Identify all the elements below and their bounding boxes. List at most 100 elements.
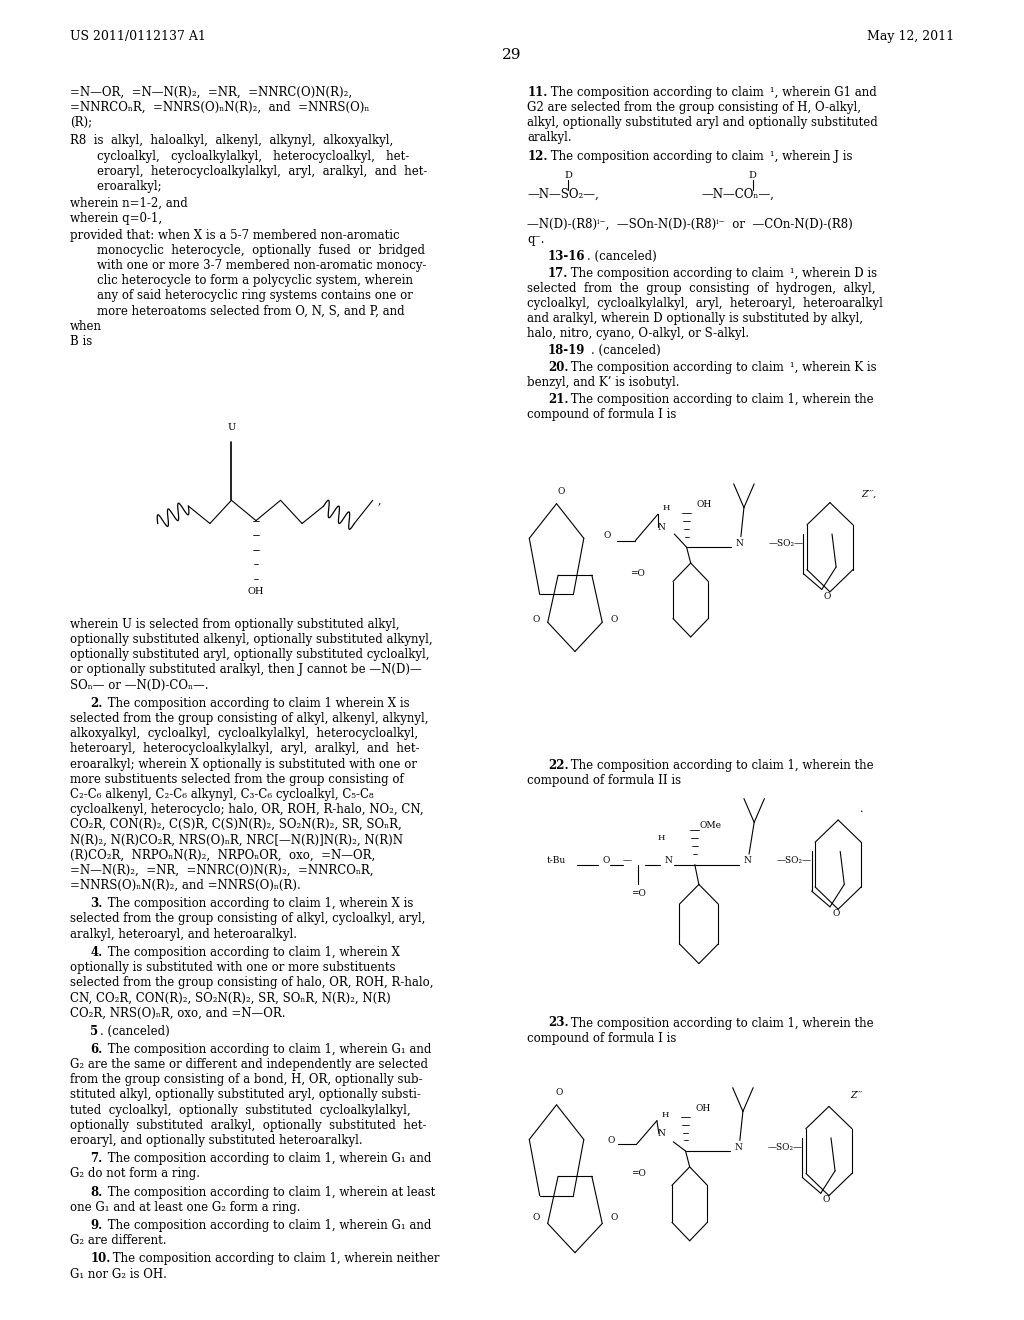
Text: eroaralkyl;: eroaralkyl; <box>82 180 162 193</box>
Text: OMe: OMe <box>700 821 722 829</box>
Text: O: O <box>610 615 617 624</box>
Text: 13-16: 13-16 <box>548 249 586 263</box>
Text: alkyl, optionally substituted aryl and optionally substituted: alkyl, optionally substituted aryl and o… <box>527 116 879 129</box>
Text: O: O <box>532 615 540 624</box>
Text: q⁻.: q⁻. <box>527 234 545 246</box>
Text: =O: =O <box>631 890 646 898</box>
Text: 2.: 2. <box>90 697 102 710</box>
Text: selected  from  the  group  consisting  of  hydrogen,  alkyl,: selected from the group consisting of hy… <box>527 281 876 294</box>
Text: wherein U is selected from optionally substituted alkyl,: wherein U is selected from optionally su… <box>70 618 399 631</box>
Text: U: U <box>227 422 236 432</box>
Text: N: N <box>665 857 672 865</box>
Text: 6.: 6. <box>90 1043 102 1056</box>
Text: The composition according to claim 1, wherein G₁ and: The composition according to claim 1, wh… <box>104 1218 431 1232</box>
Text: selected from the group consisting of alkyl, cycloalkyl, aryl,: selected from the group consisting of al… <box>70 912 425 925</box>
Text: H: H <box>662 1111 669 1119</box>
Text: O: O <box>604 531 611 540</box>
Text: O: O <box>608 1137 615 1144</box>
Text: =N—OR,  =N—N(R)₂,  =NR,  =NNRC(O)N(R)₂,: =N—OR, =N—N(R)₂, =NR, =NNRC(O)N(R)₂, <box>70 86 352 99</box>
Text: . (canceled): . (canceled) <box>587 249 656 263</box>
Text: cycloalkenyl, heterocyclo; halo, OR, ROH, R-halo, NO₂, CN,: cycloalkenyl, heterocyclo; halo, OR, ROH… <box>70 803 423 816</box>
Text: cycloalkyl,  cycloalkylalkyl,  aryl,  heteroaryl,  heteroaralkyl: cycloalkyl, cycloalkylalkyl, aryl, heter… <box>527 297 884 310</box>
Text: O: O <box>610 1213 617 1221</box>
Text: 7.: 7. <box>90 1152 102 1166</box>
Text: or optionally substituted aralkyl, then J cannot be —N(D)—: or optionally substituted aralkyl, then … <box>70 664 422 676</box>
Text: 18-19: 18-19 <box>548 345 585 356</box>
Text: SOₙ— or —N(D)-COₙ—.: SOₙ— or —N(D)-COₙ—. <box>70 678 208 692</box>
Text: The composition according to claim  ¹, wherein D is: The composition according to claim ¹, wh… <box>567 267 878 280</box>
Text: compound of formula I is: compound of formula I is <box>527 1032 677 1044</box>
Text: The composition according to claim  ¹, wherein K is: The composition according to claim ¹, wh… <box>567 360 877 374</box>
Text: OH: OH <box>248 586 264 595</box>
Text: G₂ do not form a ring.: G₂ do not form a ring. <box>70 1167 200 1180</box>
Text: . (canceled): . (canceled) <box>591 345 660 356</box>
Text: t-Bu: t-Bu <box>547 857 565 865</box>
Text: O: O <box>556 1089 563 1097</box>
Text: 5: 5 <box>90 1024 98 1038</box>
Text: (R)CO₂R,  NRPOₙN(R)₂,  NRPOₙOR,  oxo,  =N—OR,: (R)CO₂R, NRPOₙN(R)₂, NRPOₙOR, oxo, =N—OR… <box>70 849 375 862</box>
Text: monocyclic  heterocycle,  optionally  fused  or  bridged: monocyclic heterocycle, optionally fused… <box>82 244 425 257</box>
Text: =NNRS(O)ₙN(R)₂, and =NNRS(O)ₙ(R).: =NNRS(O)ₙN(R)₂, and =NNRS(O)ₙ(R). <box>70 879 300 892</box>
Text: =NNRCOₙR,  =NNRS(O)ₙN(R)₂,  and  =NNRS(O)ₙ: =NNRCOₙR, =NNRS(O)ₙN(R)₂, and =NNRS(O)ₙ <box>70 102 369 114</box>
Text: N: N <box>657 1130 665 1138</box>
Text: eroaralkyl; wherein X optionally is substituted with one or: eroaralkyl; wherein X optionally is subs… <box>70 758 417 771</box>
Text: OH: OH <box>696 1105 711 1113</box>
Text: The composition according to claim 1, wherein G₁ and: The composition according to claim 1, wh… <box>104 1043 431 1056</box>
Text: —N—COₙ—,: —N—COₙ—, <box>701 187 774 201</box>
Text: The composition according to claim  ¹, wherein G1 and: The composition according to claim ¹, wh… <box>547 86 877 99</box>
Text: H: H <box>663 504 670 512</box>
Text: O: O <box>532 1213 540 1221</box>
Text: G₁ nor G₂ is OH.: G₁ nor G₂ is OH. <box>70 1267 167 1280</box>
Text: N: N <box>735 1143 742 1151</box>
Text: . (canceled): . (canceled) <box>100 1024 170 1038</box>
Text: O: O <box>558 487 565 496</box>
Text: CO₂R, NRS(O)ₙR, oxo, and =N—OR.: CO₂R, NRS(O)ₙR, oxo, and =N—OR. <box>70 1006 285 1019</box>
Text: wherein n=1-2, and: wherein n=1-2, and <box>70 197 187 210</box>
Text: —: — <box>623 857 632 865</box>
Text: N: N <box>744 857 752 865</box>
Text: aralkyl, heteroaryl, and heteroaralkyl.: aralkyl, heteroaryl, and heteroaralkyl. <box>70 928 297 941</box>
Text: C₂-C₆ alkenyl, C₂-C₆ alkynyl, C₃-C₆ cycloalkyl, C₅-C₈: C₂-C₆ alkenyl, C₂-C₆ alkynyl, C₃-C₆ cycl… <box>70 788 374 801</box>
Text: optionally is substituted with one or more substituents: optionally is substituted with one or mo… <box>70 961 395 974</box>
Text: benzyl, and K’ is isobutyl.: benzyl, and K’ is isobutyl. <box>527 376 680 389</box>
Text: .: . <box>860 804 863 814</box>
Text: The composition according to claim 1, wherein the: The composition according to claim 1, wh… <box>567 759 873 772</box>
Text: May 12, 2011: May 12, 2011 <box>867 30 954 44</box>
Text: The composition according to claim 1, wherein the: The composition according to claim 1, wh… <box>567 392 873 405</box>
Text: The composition according to claim 1, wherein the: The composition according to claim 1, wh… <box>567 1016 873 1030</box>
Text: =O: =O <box>631 1170 646 1177</box>
Text: selected from the group consisting of alkyl, alkenyl, alkynyl,: selected from the group consisting of al… <box>70 711 428 725</box>
Text: 3.: 3. <box>90 898 102 911</box>
Text: G₂ are different.: G₂ are different. <box>70 1234 166 1247</box>
Text: =N—N(R)₂,  =NR,  =NNRC(O)N(R)₂,  =NNRCOₙR,: =N—N(R)₂, =NR, =NNRC(O)N(R)₂, =NNRCOₙR, <box>70 863 373 876</box>
Text: The composition according to claim 1 wherein X is: The composition according to claim 1 whe… <box>104 697 410 710</box>
Text: O: O <box>833 909 840 917</box>
Text: CO₂R, CON(R)₂, C(S)R, C(S)N(R)₂, SO₂N(R)₂, SR, SOₙR,: CO₂R, CON(R)₂, C(S)R, C(S)N(R)₂, SO₂N(R)… <box>70 818 401 832</box>
Text: compound of formula II is: compound of formula II is <box>527 775 682 787</box>
Text: B is: B is <box>70 335 92 348</box>
Text: more heteroatoms selected from O, N, S, and P, and: more heteroatoms selected from O, N, S, … <box>82 305 404 318</box>
Text: N: N <box>736 539 743 548</box>
Text: H: H <box>657 834 665 842</box>
Text: heteroaryl,  heterocycloalkylalkyl,  aryl,  aralkyl,  and  het-: heteroaryl, heterocycloalkylalkyl, aryl,… <box>70 742 419 755</box>
Text: 12.: 12. <box>527 149 548 162</box>
Text: cycloalkyl,   cycloalkylalkyl,   heterocycloalkyl,   het-: cycloalkyl, cycloalkylalkyl, heterocyclo… <box>82 149 410 162</box>
Text: D: D <box>564 172 572 181</box>
Text: —N(D)-(R8)ⁱ⁻,  —SOn-N(D)-(R8)ⁱ⁻  or  —COn-N(D)-(R8): —N(D)-(R8)ⁱ⁻, —SOn-N(D)-(R8)ⁱ⁻ or —COn-N… <box>527 218 853 231</box>
Text: 11.: 11. <box>527 86 548 99</box>
Text: O: O <box>824 591 831 601</box>
Text: CN, CO₂R, CON(R)₂, SO₂N(R)₂, SR, SOₙR, N(R)₂, N(R): CN, CO₂R, CON(R)₂, SO₂N(R)₂, SR, SOₙR, N… <box>70 991 390 1005</box>
Text: The composition according to claim 1, wherein X: The composition according to claim 1, wh… <box>104 945 399 958</box>
Text: eroaryl, and optionally substituted heteroaralkyl.: eroaryl, and optionally substituted hete… <box>70 1134 362 1147</box>
Text: 8.: 8. <box>90 1185 102 1199</box>
Text: selected from the group consisting of halo, OR, ROH, R-halo,: selected from the group consisting of ha… <box>70 975 433 989</box>
Text: ,: , <box>378 495 381 506</box>
Text: G₂ are the same or different and independently are selected: G₂ are the same or different and indepen… <box>70 1059 428 1071</box>
Text: —SO₂—: —SO₂— <box>769 539 804 548</box>
Text: US 2011/0112137 A1: US 2011/0112137 A1 <box>70 30 206 44</box>
Text: Z′′′,: Z′′′, <box>862 490 877 499</box>
Text: provided that: when X is a 5-7 membered non-aromatic: provided that: when X is a 5-7 membered … <box>70 228 399 242</box>
Text: optionally substituted aryl, optionally substituted cycloalkyl,: optionally substituted aryl, optionally … <box>70 648 429 661</box>
Text: wherein q=0-1,: wherein q=0-1, <box>70 213 162 224</box>
Text: clic heterocycle to form a polycyclic system, wherein: clic heterocycle to form a polycyclic sy… <box>82 275 413 288</box>
